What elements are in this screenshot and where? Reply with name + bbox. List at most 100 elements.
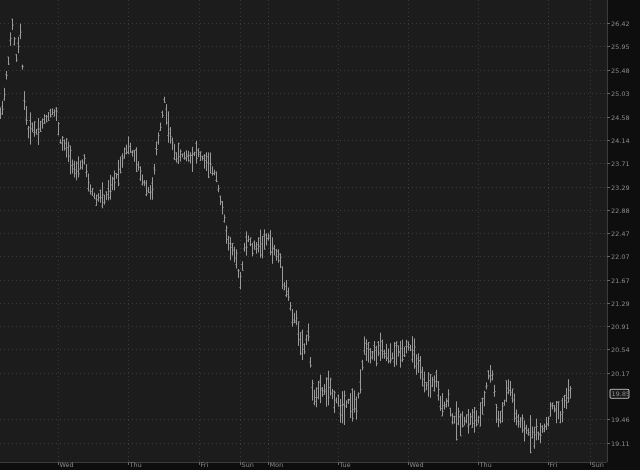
price-bar [523,420,526,442]
price-bar [91,188,94,197]
price-bar [449,407,452,417]
price-bar [549,402,552,417]
price-bar [363,336,366,355]
price-bar [377,340,380,357]
price-bar [235,249,238,269]
price-bar [489,364,492,383]
price-bar [17,36,20,54]
price-bar [155,141,158,156]
price-bar [435,369,438,388]
price-bar [467,408,470,434]
price-bar [41,118,44,129]
price-bar [117,159,120,187]
price-bar [187,150,190,162]
price-bar [295,310,298,326]
price-bar [389,343,392,364]
price-bar [183,151,186,160]
price-bar [543,423,546,433]
price-bar [539,422,542,444]
price-bar [457,407,460,426]
price-bar [495,403,498,423]
price-bar [323,384,326,395]
price-bar [93,192,96,200]
price-bar [21,64,24,70]
price-bar [159,122,162,131]
price-bar [357,392,360,399]
price-bar [29,112,32,145]
price-bar [245,231,248,256]
price-bar [5,71,8,80]
price-bar [441,393,444,417]
price-bar [219,195,222,206]
price-bar [345,400,348,409]
price-bar [149,185,152,200]
x-tick-label: Sun [242,461,254,469]
price-bar [369,348,372,364]
price-bar [57,122,60,136]
price-bar [209,152,212,174]
x-tick-label: Wed [410,461,424,469]
price-bar [429,374,432,398]
price-bar [293,312,296,324]
price-bar [341,391,344,424]
price-bar [173,144,176,161]
price-bar [281,266,284,290]
x-tick-label: Sun [592,461,604,469]
price-bar [89,184,92,195]
price-bar [67,141,70,163]
price-bar [317,380,320,400]
price-bar [365,339,368,361]
price-bar [241,261,244,272]
price-bar [73,160,76,178]
price-bar [305,334,308,346]
price-bar [469,412,472,425]
price-bar [373,340,376,361]
price-bar [203,154,206,169]
price-bar [83,154,86,165]
price-bar [299,332,302,356]
price-bar [493,384,496,397]
price-bar [47,112,50,121]
price-bar [139,166,142,182]
price-bar [397,345,400,357]
price-bar [75,161,78,181]
x-tick-label: Fri [201,461,209,469]
price-bar [105,191,108,201]
price-bar [151,177,154,200]
price-bar [253,240,256,250]
price-bar [37,117,40,146]
price-bar [359,369,362,394]
price-bar [453,415,456,424]
price-bar [519,417,522,428]
price-bar [257,237,260,253]
price-bar [79,160,82,170]
price-bar [533,426,536,449]
price-bar [403,346,406,357]
price-bar [101,182,104,209]
price-bar [333,390,336,413]
price-bar [547,416,550,427]
price-bar [251,242,254,257]
price-bar [497,410,500,428]
price-bar [393,342,396,368]
price-bar [303,343,306,355]
price-bar [243,242,246,252]
price-bar [315,387,318,408]
price-bar [189,152,192,164]
price-bar [69,145,72,175]
price-bar [313,389,316,406]
price-bar [307,323,310,342]
price-bar [169,126,172,144]
price-bar [383,349,386,359]
y-tick-label: 20.91 [611,323,630,331]
y-tick-label: 23.29 [611,184,630,192]
y-tick-label: 19.46 [611,416,630,424]
price-bar [59,139,62,144]
price-bar [229,237,232,261]
x-tick-label: Wed [60,461,74,469]
price-bar [267,233,270,241]
price-bar [343,390,346,425]
price-bar [95,194,98,206]
